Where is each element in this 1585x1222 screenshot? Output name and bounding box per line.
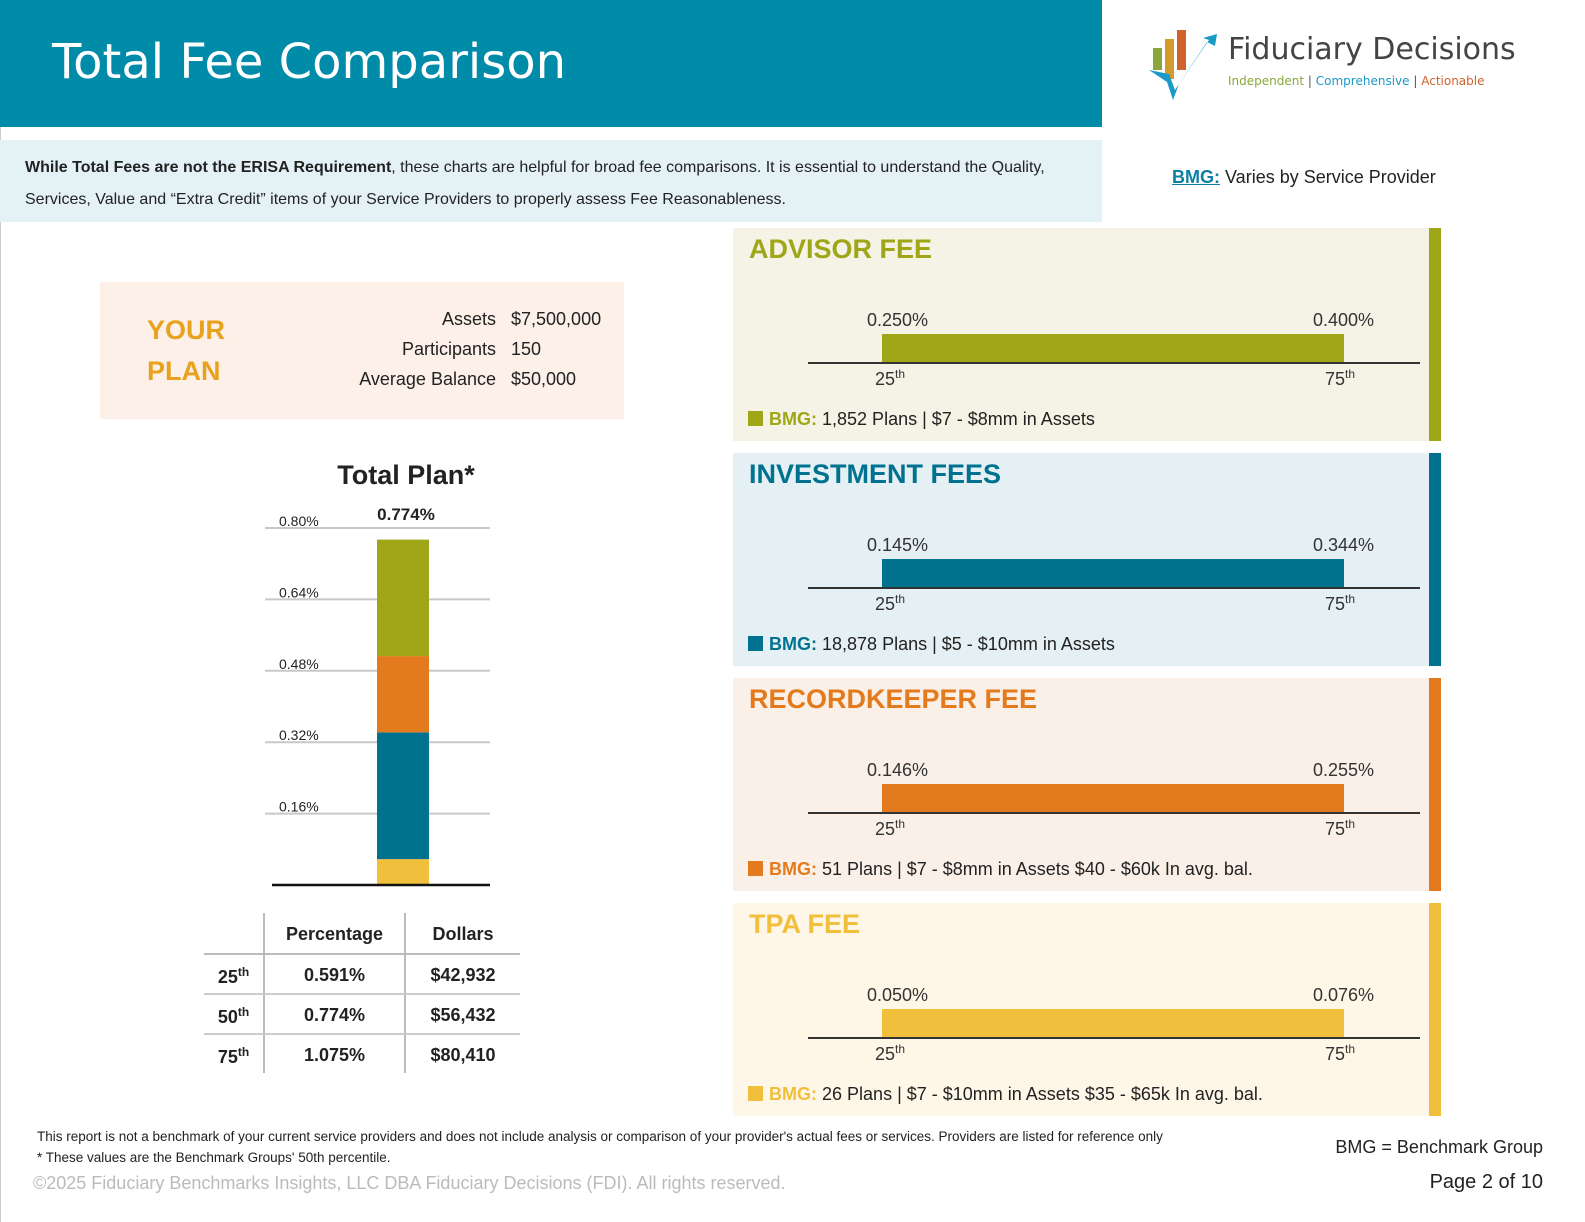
page-title: Total Fee Comparison [52,34,567,90]
plan-assets: Assets $7,500,000 [441,309,602,329]
tagline-1: Independent [1228,74,1305,88]
panel-title: INVESTMENT FEES [749,459,1002,489]
low-value: 0.146% [867,760,929,780]
axis-line [808,1037,1420,1039]
row-dollars: $42,932 [430,965,496,985]
legend-swatch [748,1086,763,1101]
row-percentage: 1.075% [303,1045,366,1065]
bar-segment-tpa [377,859,429,885]
panel-title: RECORDKEEPER FEE [749,684,1038,714]
page-border [0,0,1,1222]
panel-legend: BMG: 1,852 Plans | $7 - $8mm in Assets [748,409,1095,430]
axis-line [808,362,1420,364]
range-bar [882,1009,1344,1038]
low-value: 0.250% [867,310,929,330]
bar-segment-advisor [377,539,429,657]
bmg-note-text: Varies by Service Provider [1225,167,1436,187]
header-percentage: Percentage [285,924,384,944]
y-tick-label: 0.16% [279,799,319,815]
bmg-definition: BMG = Benchmark Group [1335,1137,1543,1157]
footnote: * These values are the Benchmark Groups'… [37,1150,391,1165]
range-bar [882,334,1344,363]
y-tick-label: 0.64% [279,584,319,600]
p25-label: 25th [875,592,906,614]
p75-label: 75th [1325,1042,1356,1064]
panel-title: TPA FEE [749,909,861,939]
range-bar [882,784,1344,813]
disclaimer: This report is not a benchmark of your c… [37,1129,1163,1144]
row-percentile: 50th [217,1005,250,1027]
row-percentage: 0.591% [303,965,366,985]
p25-label: 25th [875,817,906,839]
row-percentile: 75th [217,1045,250,1067]
y-tick-label: 0.48% [279,656,319,672]
axis-line [808,812,1420,814]
legend-swatch [748,861,763,876]
header-dollars: Dollars [432,924,494,944]
y-tick-label: 0.80% [279,513,319,529]
row-percentile: 25th [217,965,250,987]
legend-swatch [748,636,763,651]
total-label: 0.774% [377,505,435,524]
p75-label: 75th [1325,592,1356,614]
chart-title: Total Plan* [337,460,475,490]
row-dollars: $56,432 [430,1005,496,1025]
high-value: 0.255% [1313,760,1375,780]
tagline-3: Actionable [1421,74,1485,88]
y-tick-label: 0.32% [279,727,319,743]
fee-panel: TPA FEE 0.050% 0.076% 25th 75th BMG: 26 … [733,903,1441,1116]
bar-segment-investment [377,732,429,860]
p75-label: 75th [1325,817,1356,839]
high-value: 0.344% [1313,535,1375,555]
p25-label: 25th [875,1042,906,1064]
fee-panel: ADVISOR FEE 0.250% 0.400% 25th 75th BMG:… [733,228,1441,441]
fee-panel: RECORDKEEPER FEE 0.146% 0.255% 25th 75th… [733,678,1441,891]
total-plan-chart: 0.16% 0.32% 0.48% 0.64% 0.80% 0.774% [265,505,490,887]
row-dollars: $80,410 [430,1045,496,1065]
logo-tagline: Independent | Comprehensive | Actionable [1228,74,1485,88]
panel-accent [1429,453,1441,666]
high-value: 0.076% [1313,985,1375,1005]
your-plan-title: YOUR PLAN [147,315,226,386]
axis-line [808,587,1420,589]
page-number: Page 2 of 10 [1429,1171,1543,1193]
bar-segment-recordkeeper [377,656,429,733]
panel-accent [1429,678,1441,891]
row-percentage: 0.774% [303,1005,366,1025]
p25-label: 25th [875,367,906,389]
plan-participants: Participants 150 [401,339,542,359]
logo-mark-icon [1149,30,1217,100]
panel-accent [1429,228,1441,441]
panel-title: ADVISOR FEE [749,234,933,264]
tagline-2: Comprehensive [1315,74,1410,88]
bmg-note: BMG: Varies by Service Provider [1172,167,1436,188]
low-value: 0.145% [867,535,929,555]
panel-accent [1429,903,1441,1116]
copyright: ©2025 Fiduciary Benchmarks Insights, LLC… [33,1173,786,1193]
logo-name: Fiduciary Decisions [1228,32,1516,67]
range-bar [882,559,1344,588]
bmg-link[interactable]: BMG: [1172,167,1220,187]
low-value: 0.050% [867,985,929,1005]
intro-text: While Total Fees are not the ERISA Requi… [0,140,1102,222]
plan-average-balance: Average Balance $50,000 [359,369,577,389]
legend-swatch [748,411,763,426]
panel-legend: BMG: 18,878 Plans | $5 - $10mm in Assets [748,634,1115,655]
panel-legend: BMG: 26 Plans | $7 - $10mm in Assets $35… [748,1084,1263,1105]
intro-bold: While Total Fees are not the ERISA Requi… [25,159,392,176]
fee-panel: INVESTMENT FEES 0.145% 0.344% 25th 75th … [733,453,1441,666]
panel-legend: BMG: 51 Plans | $7 - $8mm in Assets $40 … [748,859,1253,880]
header-banner [0,0,1102,127]
your-plan-card: YOUR PLAN Assets $7,500,000 Participants 15… [100,282,624,419]
p75-label: 75th [1325,367,1356,389]
high-value: 0.400% [1313,310,1375,330]
intro-body: , these charts are helpful for broad fee… [25,159,1045,208]
